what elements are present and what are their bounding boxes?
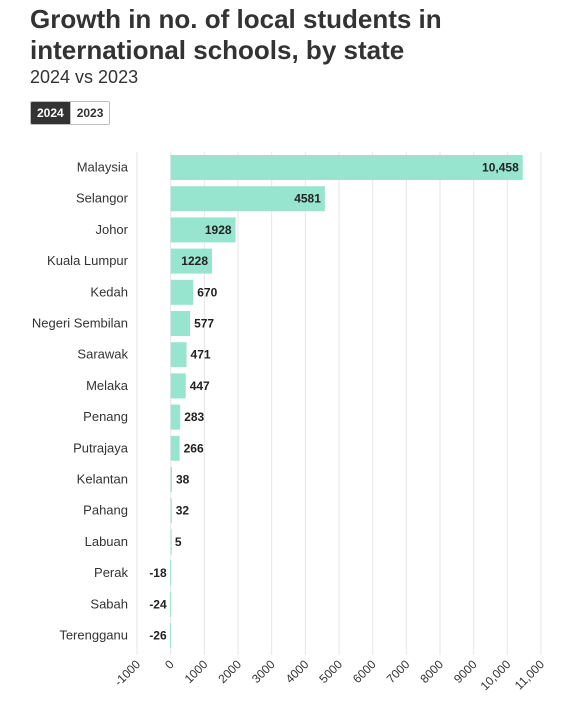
bar [170,342,187,368]
x-axis-ticks: -1000 0 1000 2000 3000 4000 5000 6000 7000 8000 90… [112,657,548,693]
bar [170,186,325,212]
category-label: Penang [83,409,128,424]
value-label: 1228 [181,254,208,268]
value-label: 4581 [294,192,321,206]
category-label: Melaka [86,378,129,393]
value-label: 38 [176,473,190,487]
bar [170,311,191,336]
category-label: Negeri Sembilan [32,316,128,331]
value-label: 670 [197,285,217,299]
category-label: Johor [95,222,128,237]
category-label: Terengganu [59,628,128,643]
category-label: Putrajaya [73,440,129,455]
bar [170,467,172,492]
value-label: -24 [149,597,167,611]
x-tick-label: 2000 [215,657,244,686]
chart-subtitle: 2024 vs 2023 [30,67,139,87]
category-label: Pahang [83,503,128,518]
category-label: Kedah [90,284,128,299]
value-label: 266 [184,441,204,455]
value-label: 283 [184,410,204,424]
value-label: 577 [194,317,214,331]
bar [170,217,236,243]
value-label: 447 [190,379,210,393]
bar [170,498,172,524]
value-label: 10,458 [482,161,519,175]
bar [170,435,180,461]
category-label: Kuala Lumpur [47,253,129,268]
value-label: -26 [149,629,167,643]
bar [170,279,194,305]
value-labels: 10,458 4581 1928 1228 670 577 471 447 283 266 38 32… [149,161,519,643]
category-label: Selangor [76,191,129,206]
x-tick-label: 5000 [316,657,345,686]
year-2024-button[interactable]: 2024 [31,102,70,124]
x-tick-label: 11,000 [512,657,547,692]
category-label: Sabah [90,596,128,611]
category-label: Kelantan [77,472,128,487]
value-label: 5 [175,535,182,549]
year-toggle: 2024 2023 [30,101,111,125]
x-tick-label: 10,000 [478,657,514,693]
category-label: Perak [94,565,128,580]
bar [170,248,213,274]
bar [170,560,172,586]
x-tick-label: 6000 [350,657,379,686]
x-tick-label: 4000 [283,657,312,686]
x-tick-label: 0 [162,657,177,672]
bar [169,623,171,648]
value-label: 1928 [205,223,232,237]
bar [170,529,172,555]
bars [169,155,523,648]
x-tick-label: 1000 [182,657,211,686]
value-label: -18 [149,566,167,580]
category-label: Sarawak [77,347,128,362]
chart-title: Growth in no. of local students in inter… [30,4,442,65]
value-label: 471 [191,348,211,362]
bar [170,373,186,399]
x-tick-label: 7000 [384,657,413,686]
bar [170,404,181,430]
value-label: 32 [176,504,190,518]
x-tick-label: 3000 [249,657,278,686]
x-tick-label: 9000 [451,657,480,686]
bar [170,155,523,180]
x-tick-label: -1000 [112,657,144,689]
category-labels: Malaysia Selangor Johor Kuala Lumpur Kedah Ne… [32,160,129,643]
year-2023-button[interactable]: 2023 [69,102,110,124]
category-label: Labuan [85,534,128,549]
x-tick-label: 8000 [417,657,446,686]
bar [169,591,171,617]
category-label: Malaysia [77,160,129,175]
